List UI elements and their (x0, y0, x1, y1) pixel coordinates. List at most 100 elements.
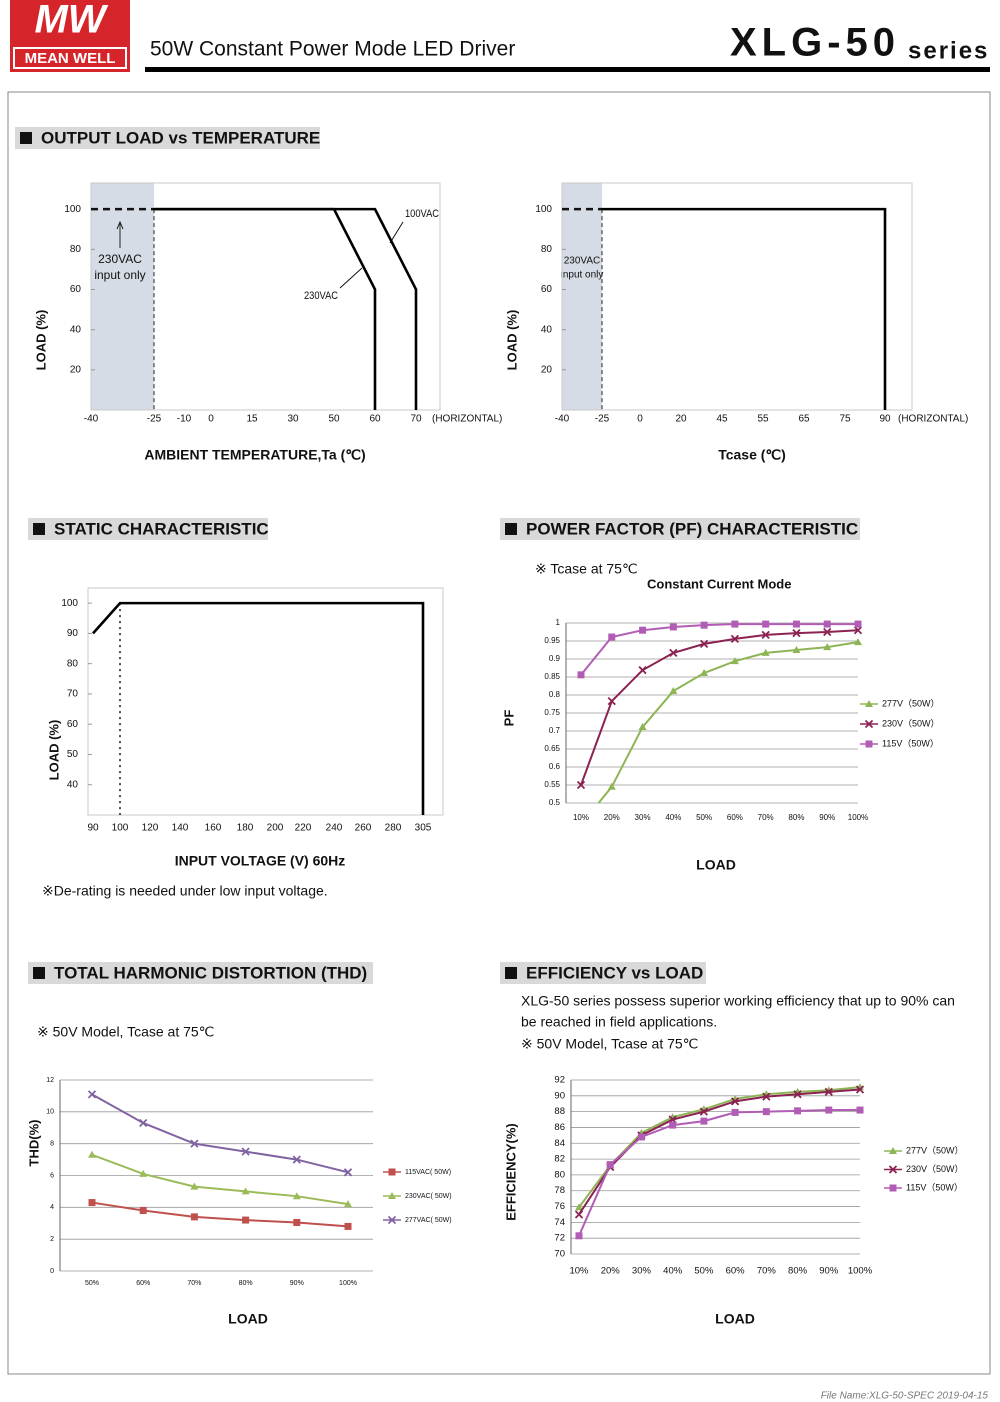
x-tick-label: -25 (595, 414, 610, 425)
marker-stroke (574, 1210, 584, 1219)
marker (387, 1215, 397, 1225)
marker (762, 1108, 770, 1116)
series-annotation: 100VAC (405, 208, 439, 220)
y-tick-label: 100 (535, 204, 552, 215)
marker (575, 1232, 583, 1240)
marker (190, 1213, 198, 1221)
marker-stroke (669, 648, 678, 658)
marker (344, 1222, 352, 1230)
x-tick-label: 45 (716, 414, 728, 425)
x-tick-label: 90% (819, 1266, 839, 1277)
x-tick-label: 260 (355, 823, 372, 834)
section-heading-square (33, 967, 45, 979)
marker (575, 1203, 583, 1211)
x-tick-label: 60% (136, 1280, 150, 1287)
x-tick-label: 305 (415, 823, 432, 834)
marker (292, 1155, 301, 1164)
plot-frame (87, 587, 444, 816)
marker (669, 1121, 677, 1129)
y-tick-label: 10 (46, 1109, 54, 1116)
legend-label: 115V（50W） (906, 1182, 963, 1192)
x-tick-label: 60% (726, 1266, 746, 1277)
y-tick-label: 0.65 (544, 744, 560, 753)
legend-label: 115VAC( 50W) (405, 1169, 451, 1176)
marker (793, 1090, 802, 1099)
y-axis-label: PF (501, 710, 516, 727)
x-tick-label: 80% (788, 1266, 808, 1277)
description: XLG-50 series possess superior working e… (521, 993, 955, 1009)
content-border (7, 91, 991, 1375)
marker (864, 719, 874, 729)
marker (638, 666, 647, 675)
marker-stroke (864, 719, 874, 729)
marker (669, 687, 678, 695)
y-tick-label: 60 (541, 284, 553, 295)
x-unit: (HORIZONTAL) (432, 414, 502, 425)
x-tick-label: 220 (295, 823, 312, 834)
x-tick-label: 50% (85, 1280, 99, 1287)
marker-stroke (761, 630, 770, 640)
series-line (578, 1086, 861, 1208)
marker (139, 1207, 147, 1215)
series-line (578, 1088, 861, 1215)
marker (730, 634, 740, 643)
series-line (91, 1201, 349, 1228)
region-label: 230VAC (564, 256, 601, 267)
x-tick-label: -40 (84, 414, 99, 425)
marker (792, 620, 800, 628)
marker (88, 1199, 96, 1207)
marker-stroke (387, 1215, 397, 1225)
y-tick-label: 50 (67, 749, 79, 760)
subtitle: Constant Current Mode (647, 576, 791, 591)
x-tick-label: 200 (267, 823, 284, 834)
marker-stroke (730, 634, 740, 643)
x-tick-label: 30 (287, 414, 299, 425)
marker (700, 1117, 708, 1125)
y-tick-label: 0.6 (549, 762, 561, 771)
marker (730, 1097, 740, 1106)
y-axis-label: EFFICIENCY(%) (503, 1123, 518, 1221)
marker (731, 1108, 739, 1116)
y-tick-label: 0.95 (544, 636, 560, 645)
y-tick-label: 72 (554, 1233, 565, 1244)
marker-stroke (292, 1155, 301, 1164)
x-tick-label: -40 (555, 414, 570, 425)
marker (700, 669, 709, 677)
y-tick-label: 74 (554, 1217, 565, 1228)
y-tick-label: 4 (50, 1204, 54, 1211)
section-heading-square (33, 523, 45, 535)
x-axis-label: Tcase (℃) (718, 447, 786, 463)
marker (669, 623, 677, 631)
y-tick-label: 86 (554, 1122, 565, 1133)
marker (388, 1192, 396, 1199)
brand: MEAN WELL (25, 50, 116, 67)
legend-label: 277VAC( 50W) (405, 1217, 452, 1224)
marker (856, 1106, 864, 1114)
x-tick-label: 80% (788, 813, 804, 822)
y-tick-label: 88 (554, 1106, 565, 1117)
marker-stroke (343, 1168, 353, 1177)
marker (762, 1092, 771, 1101)
marker (823, 620, 831, 628)
footer: File Name:XLG-50-SPEC 2019-04-15 (821, 1391, 989, 1402)
shaded-region (562, 183, 602, 410)
legend-label: 230VAC( 50W) (405, 1193, 452, 1200)
y-tick-label: 0.75 (544, 708, 560, 717)
annotation-leader (339, 267, 363, 289)
series-annotation: 230VAC (304, 290, 338, 302)
marker (865, 740, 873, 748)
x-tick-label: 180 (237, 823, 254, 834)
y-tick-label: 100 (61, 598, 78, 609)
marker (730, 657, 739, 665)
marker (699, 1107, 709, 1116)
marker (792, 628, 801, 638)
doc-title: 50W Constant Power Mode LED Driver (150, 38, 515, 61)
marker (241, 1187, 250, 1195)
marker (190, 1182, 199, 1190)
section-heading-bg (28, 518, 268, 540)
annotation-leader (389, 221, 404, 244)
marker-stroke (823, 627, 832, 637)
marker (576, 780, 586, 790)
y-tick-label: 80 (554, 1169, 565, 1180)
x-tick-label: 90 (879, 414, 891, 425)
